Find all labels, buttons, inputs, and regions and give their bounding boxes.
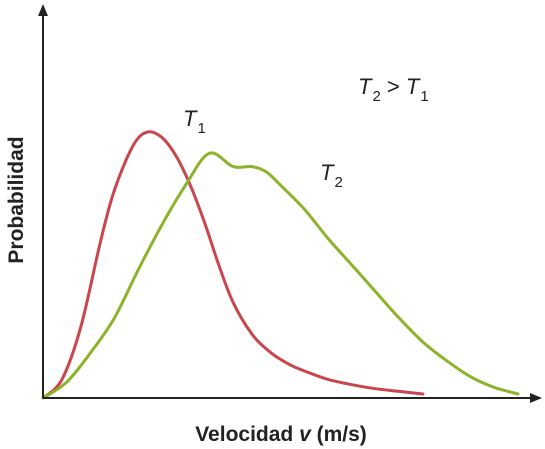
series-label-t1: T1 [183,106,206,137]
series-line-t2 [41,151,520,400]
series-layer [41,130,520,400]
y-axis-label: Probabilidad [5,136,28,263]
series-label-t2: T2 [320,160,343,191]
series-line-t1 [41,130,425,400]
x-axis-label: Velocidad v (m/s) [195,423,367,446]
temperature-relation-annotation: T2 > T1 [358,74,429,105]
